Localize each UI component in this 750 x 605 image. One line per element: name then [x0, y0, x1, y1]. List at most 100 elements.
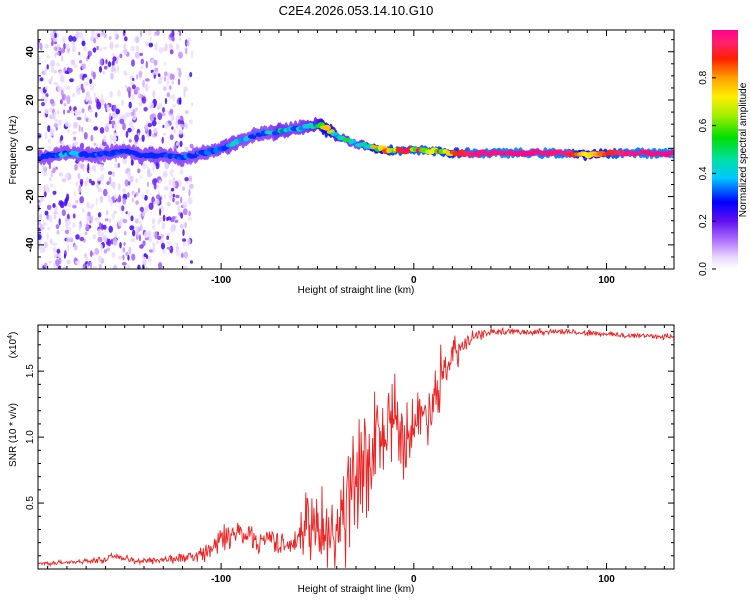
noise-speckle — [139, 52, 143, 57]
noise-speckle — [92, 265, 98, 269]
noise-speckle — [57, 119, 63, 126]
noise-speckle — [99, 164, 105, 172]
noise-speckle — [73, 136, 77, 141]
noise-speckle — [135, 45, 140, 51]
noise-speckle — [52, 242, 57, 247]
noise-speckle — [96, 177, 101, 182]
noise-speckle — [66, 259, 71, 265]
noise-speckle — [141, 134, 145, 142]
noise-speckle — [164, 97, 168, 105]
noise-speckle — [84, 257, 89, 261]
noise-speckle — [58, 172, 64, 177]
noise-speckle — [122, 254, 125, 261]
noise-speckle — [186, 238, 191, 246]
noise-speckle — [49, 114, 53, 120]
noise-speckle — [68, 35, 73, 42]
snr-frame — [37, 324, 675, 570]
noise-speckle — [123, 43, 127, 50]
noise-speckle — [46, 54, 50, 59]
noise-speckle — [107, 194, 111, 203]
noise-speckle — [60, 55, 64, 62]
noise-speckle — [50, 75, 54, 82]
noise-speckle — [175, 201, 180, 205]
noise-speckle — [44, 184, 49, 190]
noise-speckle — [93, 126, 98, 131]
noise-speckle — [131, 190, 135, 195]
colorbar-tick-label: 0.8 — [698, 70, 709, 84]
y-tick-label: 0 — [25, 145, 36, 151]
colorbar-tick-label: 0.0 — [698, 262, 709, 276]
noise-speckle — [152, 245, 155, 254]
noise-speckle — [52, 114, 56, 120]
noise-speckle — [114, 43, 119, 49]
noise-speckle — [169, 85, 172, 90]
noise-speckle — [169, 73, 174, 81]
noise-speckle — [186, 40, 190, 47]
noise-speckle — [166, 241, 172, 245]
noise-speckle — [55, 259, 60, 267]
noise-speckle — [60, 48, 66, 54]
noise-speckle — [69, 78, 74, 83]
noise-speckle — [102, 70, 105, 75]
noise-speckle — [74, 141, 79, 145]
noise-speckle — [180, 124, 184, 128]
noise-speckle — [148, 129, 152, 137]
noise-speckle — [155, 70, 158, 77]
noise-speckle — [61, 36, 67, 44]
noise-speckle — [87, 163, 90, 171]
x-tick-label: -100 — [211, 275, 231, 286]
figure-title: C2E4.2026.053.14.10.G10 — [279, 3, 434, 18]
noise-speckle — [49, 128, 55, 136]
noise-speckle — [89, 78, 93, 85]
noise-speckle — [76, 85, 80, 89]
noise-speckle — [62, 94, 65, 101]
noise-speckle — [100, 231, 105, 238]
noise-speckle — [118, 194, 121, 203]
noise-speckle — [180, 212, 184, 219]
noise-speckle — [94, 111, 98, 118]
noise-speckle — [139, 244, 144, 249]
noise-speckle — [73, 121, 78, 129]
noise-speckle — [163, 194, 166, 199]
noise-speckle — [160, 242, 166, 250]
noise-speckle — [134, 36, 140, 44]
noise-speckle — [85, 117, 89, 123]
noise-speckle — [79, 60, 83, 64]
noise-speckle — [168, 43, 173, 51]
noise-speckle — [66, 218, 71, 226]
noise-speckle — [175, 120, 179, 129]
noise-speckle — [184, 222, 187, 229]
noise-speckle — [72, 213, 76, 219]
noise-speckle — [81, 63, 86, 70]
noise-speckle — [172, 93, 175, 102]
noise-speckle — [75, 234, 80, 240]
noise-speckle — [74, 109, 79, 115]
noise-speckle — [38, 213, 43, 221]
noise-speckle — [188, 210, 191, 217]
noise-speckle — [137, 168, 141, 174]
noise-speckle — [163, 76, 167, 82]
noise-speckle — [191, 102, 194, 106]
noise-speckle — [88, 100, 93, 105]
noise-speckle — [124, 36, 128, 42]
noise-speckle — [112, 104, 117, 112]
noise-speckle — [96, 98, 100, 107]
noise-speckle — [57, 110, 60, 115]
noise-speckle — [189, 119, 193, 125]
noise-speckle — [54, 52, 57, 58]
noise-speckle — [89, 261, 93, 269]
noise-speckle — [63, 43, 66, 50]
noise-speckle — [125, 251, 129, 256]
noise-speckle — [154, 42, 158, 51]
noise-speckle — [40, 244, 46, 252]
noise-speckle — [81, 40, 86, 47]
noise-speckle — [171, 36, 175, 42]
noise-speckle — [187, 76, 190, 81]
noise-speckle — [82, 208, 85, 213]
noise-speckle — [50, 172, 54, 176]
noise-speckle — [109, 90, 113, 98]
noise-speckle — [116, 56, 120, 62]
noise-speckle — [132, 229, 136, 237]
noise-speckle — [162, 132, 167, 136]
noise-speckle — [119, 204, 122, 213]
